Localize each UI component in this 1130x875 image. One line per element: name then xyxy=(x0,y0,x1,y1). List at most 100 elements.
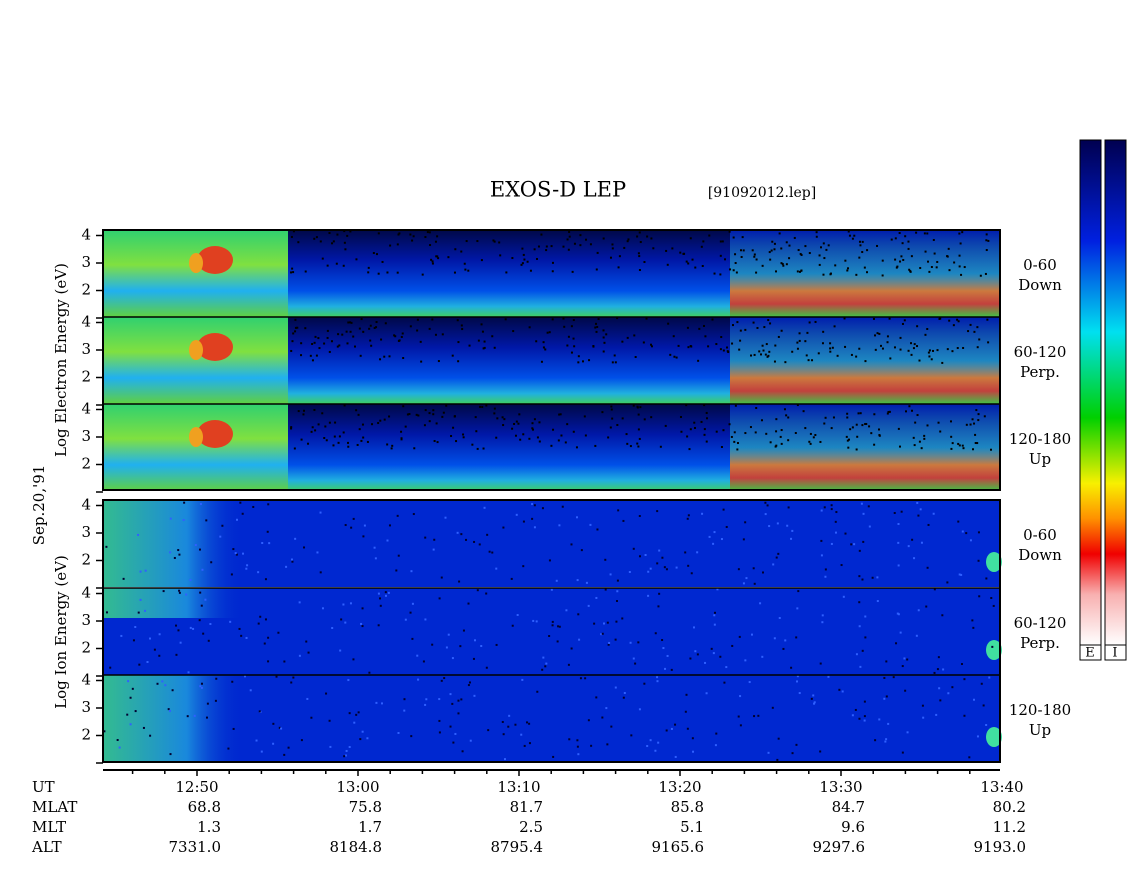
speckle xyxy=(398,339,401,342)
speckle xyxy=(899,260,902,263)
speckle xyxy=(723,681,726,684)
speckle xyxy=(467,269,470,272)
speckle xyxy=(637,445,640,448)
speckle xyxy=(611,361,614,364)
speckle xyxy=(245,636,248,639)
speckle xyxy=(840,564,843,567)
speckle xyxy=(636,235,639,238)
speckle xyxy=(939,699,942,702)
speckle xyxy=(587,604,590,607)
speckle xyxy=(818,254,821,257)
speckle xyxy=(948,269,951,272)
speckle xyxy=(705,692,708,695)
speckle xyxy=(770,249,773,252)
speckle xyxy=(434,240,437,243)
speckle xyxy=(538,421,541,424)
speckle xyxy=(601,411,604,414)
speckle xyxy=(290,349,293,352)
speckle xyxy=(855,423,858,426)
speckle xyxy=(638,708,641,711)
colorbars: E I xyxy=(1079,139,1127,661)
speckle xyxy=(907,240,910,243)
speckle xyxy=(904,410,907,413)
speckle xyxy=(739,329,742,332)
speckle xyxy=(168,709,171,712)
speckle xyxy=(557,625,560,628)
speckle xyxy=(361,625,364,628)
speckle xyxy=(895,266,898,269)
speckle xyxy=(462,433,465,436)
speckle xyxy=(752,321,755,324)
speckle xyxy=(798,339,801,342)
speckle xyxy=(820,246,823,249)
speckle xyxy=(391,444,394,447)
speckle xyxy=(855,448,858,451)
speckle xyxy=(796,347,799,350)
speckle xyxy=(314,429,317,432)
speckle xyxy=(460,533,463,536)
speckle xyxy=(901,751,904,754)
orbit-value: 85.8 xyxy=(671,798,704,816)
speckle xyxy=(864,636,867,639)
speckle xyxy=(927,523,930,526)
speckle xyxy=(738,635,741,638)
speckle xyxy=(794,432,797,435)
speckle xyxy=(469,739,472,742)
speckle xyxy=(604,558,607,561)
speckle xyxy=(205,519,208,522)
speckle xyxy=(664,667,667,670)
speckle xyxy=(601,716,604,719)
speckle xyxy=(538,440,541,443)
speckle xyxy=(352,517,355,520)
speckle xyxy=(819,662,822,665)
speckle xyxy=(347,679,350,682)
speckle xyxy=(876,576,879,579)
speckle xyxy=(471,443,474,446)
speckle xyxy=(611,243,614,246)
speckle xyxy=(540,360,543,363)
speckle xyxy=(731,342,734,345)
speckle xyxy=(823,422,826,425)
speckle xyxy=(409,611,412,614)
speckle xyxy=(685,260,688,263)
speckle xyxy=(705,411,708,414)
speckle xyxy=(558,413,561,416)
speckle xyxy=(346,342,349,345)
speckle xyxy=(227,747,230,750)
speckle xyxy=(582,360,585,363)
orbit-value: 1.7 xyxy=(358,818,382,836)
speckle xyxy=(985,723,988,726)
speckle xyxy=(919,508,922,511)
speckle xyxy=(805,354,808,357)
speckle xyxy=(939,430,942,433)
speckle xyxy=(585,238,588,241)
speckle xyxy=(644,554,647,557)
speckle xyxy=(146,660,149,663)
speckle xyxy=(683,252,686,255)
speckle xyxy=(645,317,648,320)
speckle xyxy=(913,557,916,560)
speckle xyxy=(629,445,632,448)
speckle xyxy=(360,318,363,321)
speckle xyxy=(594,444,597,447)
speckle xyxy=(780,262,783,265)
speckle xyxy=(287,746,290,749)
speckle xyxy=(796,675,799,678)
speckle xyxy=(134,626,137,629)
speckle xyxy=(456,531,459,534)
y-tick-label: 4 xyxy=(81,671,91,689)
speckle xyxy=(972,626,975,629)
speckle xyxy=(169,517,172,520)
speckle xyxy=(316,551,319,554)
speckle xyxy=(893,511,896,514)
speckle xyxy=(134,710,137,713)
speckle xyxy=(722,349,725,352)
speckle xyxy=(679,415,682,418)
speckle xyxy=(504,318,507,321)
speckle xyxy=(572,430,575,433)
speckle xyxy=(486,533,489,536)
speckle xyxy=(505,271,508,274)
speckle xyxy=(638,555,641,558)
speckle xyxy=(628,571,631,574)
speckle xyxy=(808,321,811,324)
